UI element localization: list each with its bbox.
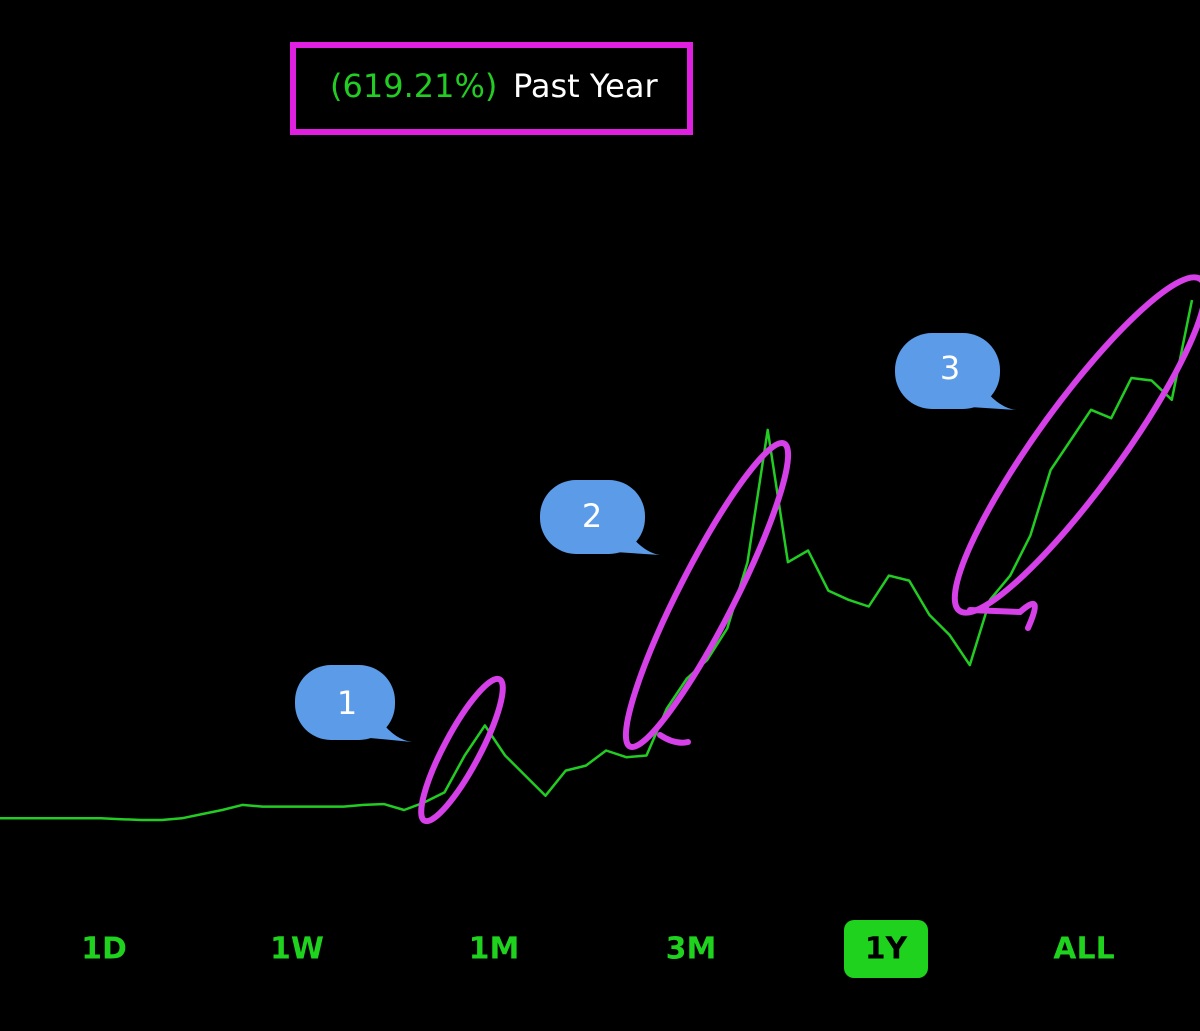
bubble-tail xyxy=(615,535,660,555)
bubble: 3 xyxy=(895,333,1016,410)
highlight-ellipse xyxy=(418,675,506,825)
range-button[interactable]: 3M xyxy=(666,932,717,967)
bubble-shape xyxy=(540,480,645,554)
range-button[interactable]: 1Y xyxy=(865,932,909,967)
highlight-ellipse xyxy=(622,439,792,751)
period-label: Past Year xyxy=(513,67,658,105)
bubble-shape xyxy=(895,333,1000,409)
bubble-label: 1 xyxy=(337,684,357,722)
range-button[interactable]: ALL xyxy=(1053,932,1114,967)
range-button[interactable]: 1W xyxy=(270,932,324,967)
scribble-tail xyxy=(657,732,691,746)
range-button[interactable]: 1M xyxy=(469,932,520,967)
chart xyxy=(0,299,1194,822)
highlight-ellipse xyxy=(951,274,1200,616)
highlight-box xyxy=(290,42,693,135)
bubble-tail xyxy=(370,720,412,742)
change-percent: (619.21%) xyxy=(330,67,497,105)
range-button[interactable]: 1D xyxy=(81,932,127,967)
range-selected-bg[interactable] xyxy=(844,920,928,978)
bubble-shape xyxy=(295,665,395,740)
range-selector: 1D 1W 1M 3M 1Y ALL xyxy=(81,920,1115,978)
bubble-tail xyxy=(970,390,1016,410)
bubble-label: 2 xyxy=(582,497,602,535)
bubble-label: 3 xyxy=(940,349,960,387)
price-line xyxy=(0,299,1194,822)
bubble: 2 xyxy=(540,480,660,555)
bubble: 1 xyxy=(295,665,412,742)
scribble-tail xyxy=(967,600,1038,631)
